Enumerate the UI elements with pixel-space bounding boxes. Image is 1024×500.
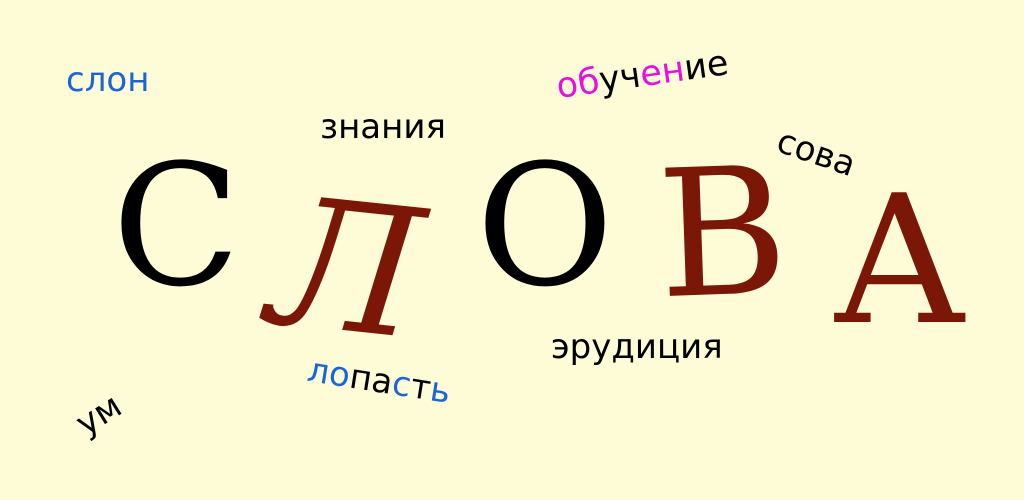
word-segment: па bbox=[346, 356, 396, 403]
title-letter-v: В bbox=[654, 128, 791, 339]
title-letter-l: Л bbox=[261, 157, 432, 380]
word-segment: уч bbox=[596, 55, 644, 101]
word-sova: сова bbox=[772, 121, 861, 185]
word-segment: ие bbox=[681, 43, 731, 89]
word-segment: ло bbox=[304, 349, 354, 397]
word-segment: эрудиция bbox=[551, 327, 723, 367]
word-segment: ум bbox=[68, 385, 129, 445]
word-slon: слон bbox=[66, 63, 149, 97]
word-lopast: лопасть bbox=[304, 349, 454, 412]
word-segment: лон bbox=[84, 60, 150, 100]
title-letter-s: С bbox=[112, 128, 241, 324]
word-obuchenie: обучение bbox=[553, 43, 731, 107]
title-letter-a: А bbox=[832, 157, 967, 364]
word-erudiciya: эрудиция bbox=[551, 330, 723, 364]
title-letter-o: О bbox=[476, 128, 614, 324]
word-znaniya: знания bbox=[320, 110, 446, 144]
word-segment: с bbox=[66, 60, 85, 100]
word-segment: об bbox=[553, 61, 603, 107]
word-um: ум bbox=[68, 385, 129, 445]
word-segment: знания bbox=[320, 107, 446, 147]
word-segment: ен bbox=[637, 49, 688, 96]
